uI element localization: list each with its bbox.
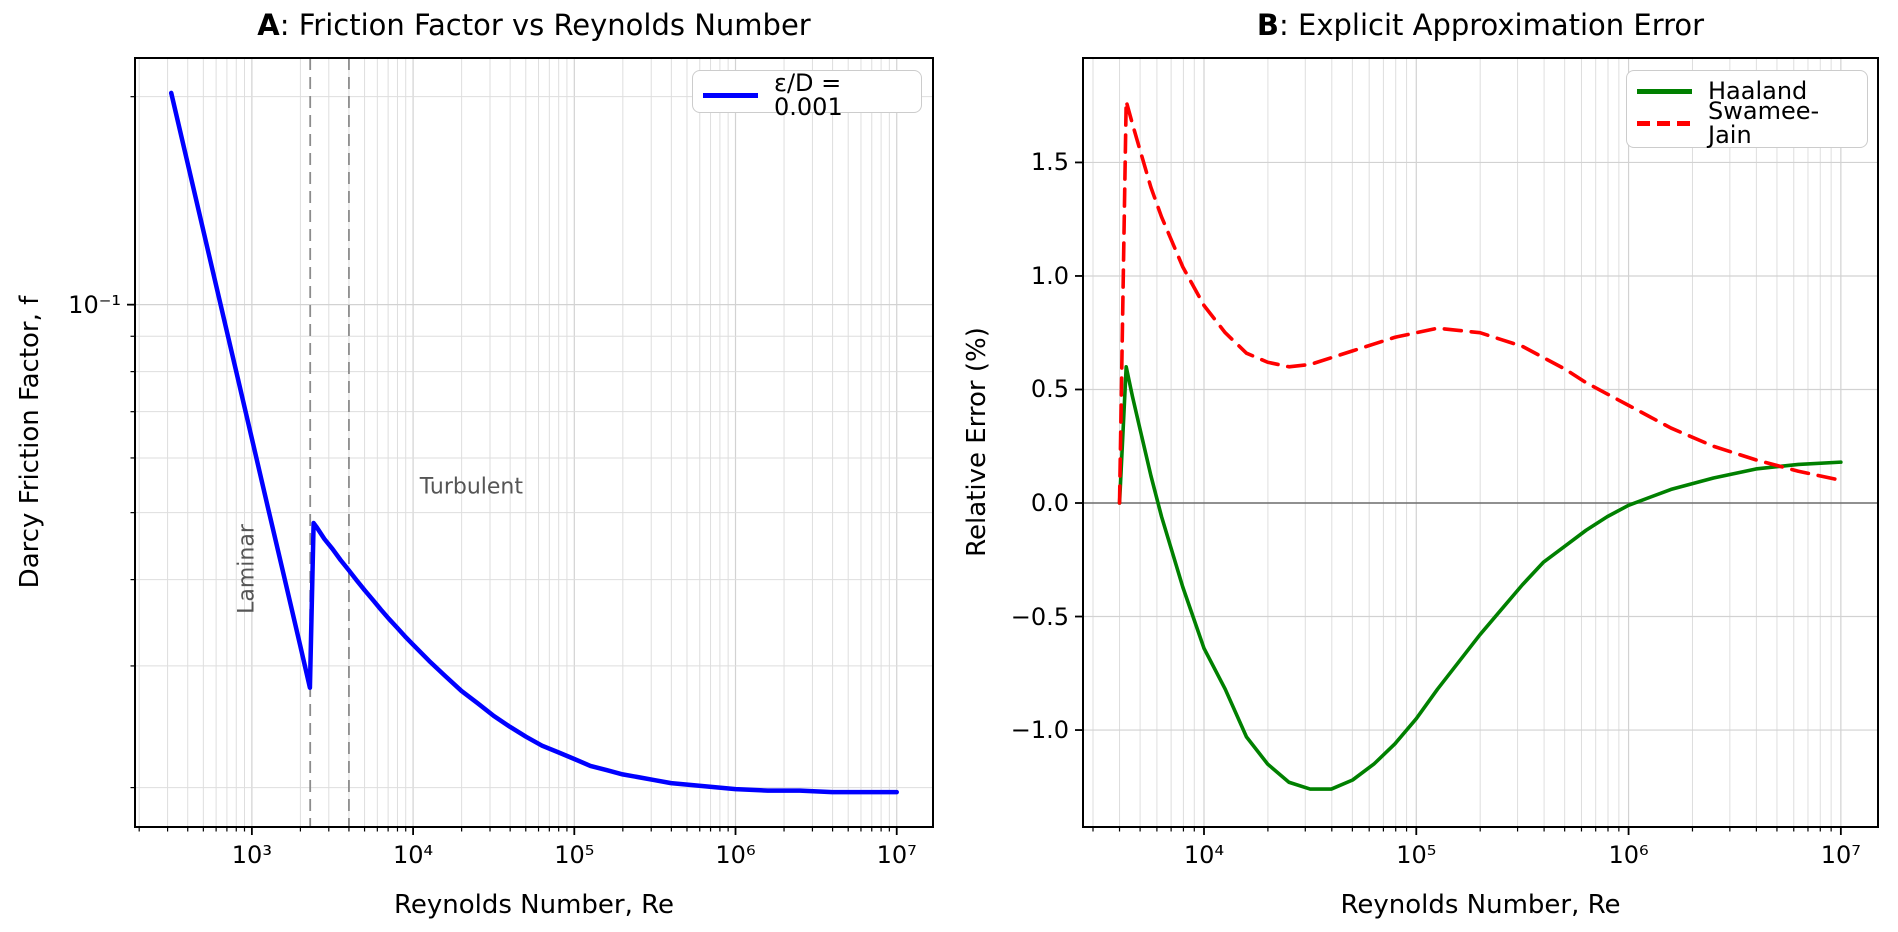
y-tick-label-b: 1.0 (1030, 261, 1069, 290)
x-tick-label-b: 10⁷ (1820, 841, 1861, 869)
legend-item-haaland: Haaland (1637, 77, 1857, 105)
y-tick-label-b: 0.0 (1030, 489, 1069, 517)
legend-item-eps: ε/D = 0.001 (703, 71, 911, 119)
legend-a: ε/D = 0.001 (692, 70, 922, 119)
legend-label-swamee-jain: Swamee-Jain (1708, 97, 1820, 149)
panel-b-title: B: Explicit Approximation Error (1083, 8, 1878, 42)
panel-b-title-rest: : Explicit Approximation Error (1279, 8, 1705, 42)
x-tick-label-a: 10⁶ (715, 841, 756, 869)
series-swamee-jain (1117, 99, 1843, 505)
panel-a-title: A: Friction Factor vs Reynolds Number (135, 8, 933, 42)
legend-item-swamee-jain: Swamee-Jain (1637, 99, 1857, 147)
panel-a-title-prefix: A (257, 8, 280, 42)
y-axis-label-b: Relative Error (%) (962, 327, 992, 557)
x-tick-label-a: 10⁴ (392, 841, 434, 869)
annotation-laminar: Laminar (234, 524, 260, 615)
y-tick-label-a: 10⁻¹ (68, 290, 121, 319)
x-axis-label-b: Reynolds Number, Re (1340, 890, 1621, 920)
x-tick-label-a: 10³ (231, 841, 272, 869)
y-tick-label-b: 0.5 (1030, 375, 1069, 404)
x-tick-label-b: 10⁴ (1183, 841, 1225, 869)
y-tick-label-b: 1.5 (1030, 148, 1069, 177)
x-tick-label-b: 10⁵ (1396, 841, 1437, 869)
x-tick-label-a: 10⁵ (554, 841, 595, 869)
green-line-swatch-icon (1637, 88, 1692, 94)
x-tick-label-b: 10⁶ (1608, 841, 1649, 869)
red-dashed-line-swatch-icon (1637, 120, 1692, 126)
panel-a-title-rest: : Friction Factor vs Reynolds Number (279, 8, 811, 42)
y-tick-label-b: −1.0 (1010, 716, 1069, 745)
x-tick-label-a: 10⁷ (876, 841, 917, 869)
series-haaland (1117, 364, 1843, 791)
series--d-0-001 (168, 90, 899, 795)
legend-b: Haaland Swamee-Jain (1626, 70, 1868, 148)
annotation-turbulent: Turbulent (419, 474, 523, 500)
panel-b-title-prefix: B (1256, 8, 1280, 42)
x-axis-label-a: Reynolds Number, Re (393, 890, 675, 920)
y-tick-label-b: −0.5 (1010, 602, 1069, 631)
legend-label-eps: ε/D = 0.001 (774, 69, 843, 121)
blue-line-swatch-icon (703, 92, 758, 98)
y-axis-label-a: Darcy Friction Factor, f (15, 295, 45, 589)
legend-label-haaland: Haaland (1708, 77, 1808, 105)
